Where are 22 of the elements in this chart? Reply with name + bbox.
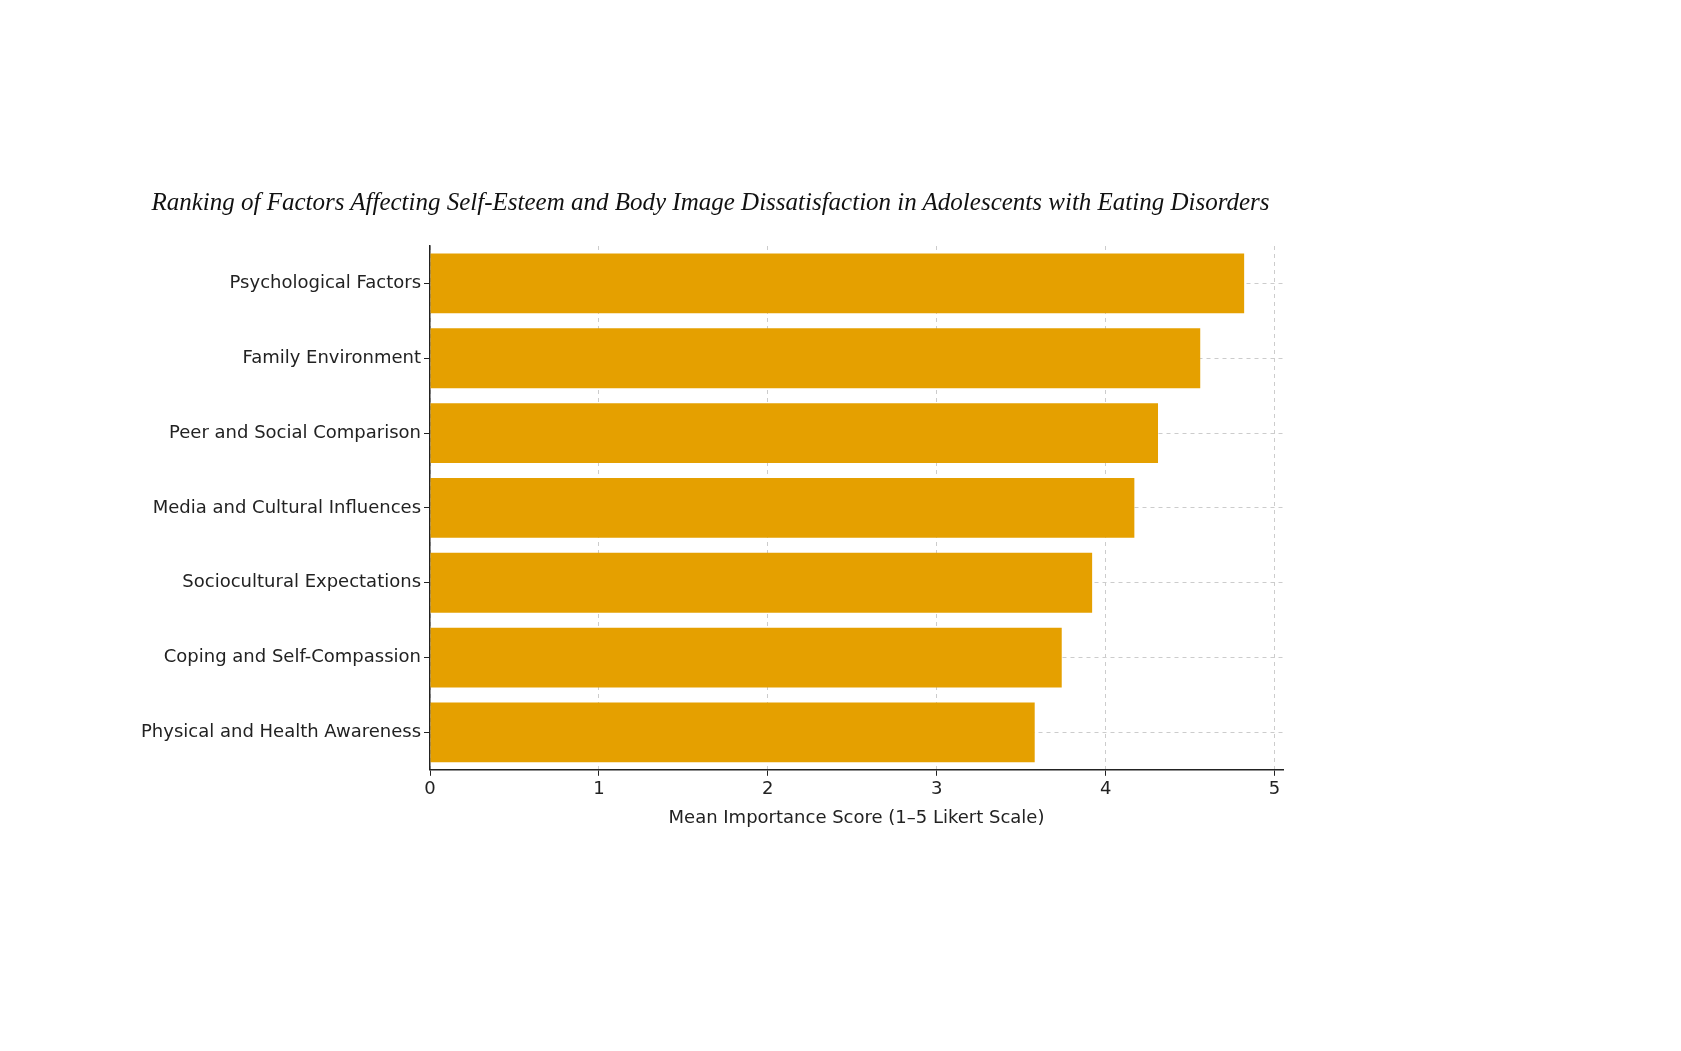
chart-title: Ranking of Factors Affecting Self-Esteem and Body Image Dissatisfaction in Adolescents with Eating Disorders — [150, 187, 1270, 215]
y-tick-label: Psychological Factors — [229, 271, 422, 293]
bar — [430, 328, 1201, 389]
bar — [430, 403, 1159, 463]
y-tick-label: Peer and Social Comparison — [169, 420, 422, 442]
y-tick-label: Sociocultural Expectations — [182, 570, 422, 592]
x-tick-label: 3 — [931, 777, 943, 799]
x-axis-title: Mean Importance Score (1–5 Likert Scale) — [668, 805, 1045, 827]
y-tick-label: Media and Cultural Influences — [152, 495, 422, 517]
bar — [430, 477, 1135, 538]
x-tick-label: 5 — [1268, 777, 1281, 799]
y-tick-label: Physical and Health Awareness — [141, 720, 422, 742]
x-tick-label: 2 — [762, 777, 774, 799]
x-tick-label: 1 — [593, 777, 605, 799]
bar — [430, 552, 1093, 613]
y-tick-label: Coping and Self-Compassion — [163, 645, 422, 667]
x-tick-label: 0 — [424, 777, 436, 799]
bar — [430, 702, 1035, 763]
bar — [430, 253, 1245, 314]
y-tick-label: Family Environment — [242, 345, 422, 367]
x-tick-label: 4 — [1099, 777, 1112, 799]
bar — [430, 627, 1062, 688]
